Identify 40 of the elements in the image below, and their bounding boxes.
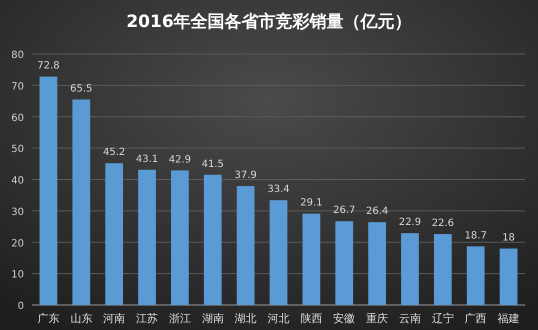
data-label: 18.7 bbox=[464, 230, 487, 242]
y-tick-label: 80 bbox=[11, 50, 24, 61]
data-label: 18 bbox=[502, 232, 515, 244]
data-label: 33.4 bbox=[267, 184, 290, 196]
data-label: 22.6 bbox=[432, 218, 454, 230]
data-label: 45.2 bbox=[103, 147, 126, 158]
x-tick-label: 安徽 bbox=[333, 312, 356, 325]
data-label: 26.7 bbox=[333, 205, 356, 216]
y-tick-label: 40 bbox=[11, 176, 24, 186]
x-tick-label: 福建 bbox=[498, 312, 520, 325]
x-tick-label: 云南 bbox=[398, 312, 421, 325]
data-label: 72.8 bbox=[37, 60, 60, 72]
x-tick-label: 广东 bbox=[37, 312, 60, 325]
y-tick-label: 10 bbox=[11, 270, 24, 281]
x-tick-label: 陕西 bbox=[300, 312, 322, 325]
y-tick-label: 0 bbox=[18, 301, 24, 312]
data-label: 41.5 bbox=[202, 158, 224, 170]
y-tick-label: 30 bbox=[11, 206, 24, 218]
x-tick-label: 湖南 bbox=[202, 312, 224, 325]
data-label: 42.9 bbox=[168, 154, 192, 166]
data-label: 65.5 bbox=[70, 83, 92, 94]
y-tick-label: 20 bbox=[11, 238, 24, 250]
data-label: 43.1 bbox=[136, 154, 158, 165]
x-tick-label: 重庆 bbox=[366, 312, 388, 325]
data-label: 29.1 bbox=[300, 198, 322, 209]
y-tick-label: 70 bbox=[11, 81, 24, 92]
data-label: 26.4 bbox=[366, 206, 388, 218]
data-label: 22.9 bbox=[398, 217, 422, 228]
x-tick-label: 浙江 bbox=[168, 312, 191, 325]
x-tick-label: 广西 bbox=[464, 312, 487, 325]
x-tick-label: 河北 bbox=[268, 312, 290, 325]
x-tick-label: 湖北 bbox=[234, 312, 257, 325]
data-label: 37.9 bbox=[234, 170, 257, 182]
x-tick-label: 江苏 bbox=[136, 312, 158, 325]
chart-title: 2016年全国各省市竞彩销量（亿元） bbox=[126, 12, 412, 32]
y-tick-label: 50 bbox=[11, 144, 24, 156]
y-tick-label: 60 bbox=[11, 112, 24, 124]
x-tick-label: 河南 bbox=[103, 312, 126, 325]
x-tick-label: 辽宁 bbox=[432, 312, 454, 325]
x-tick-label: 山东 bbox=[70, 312, 92, 325]
